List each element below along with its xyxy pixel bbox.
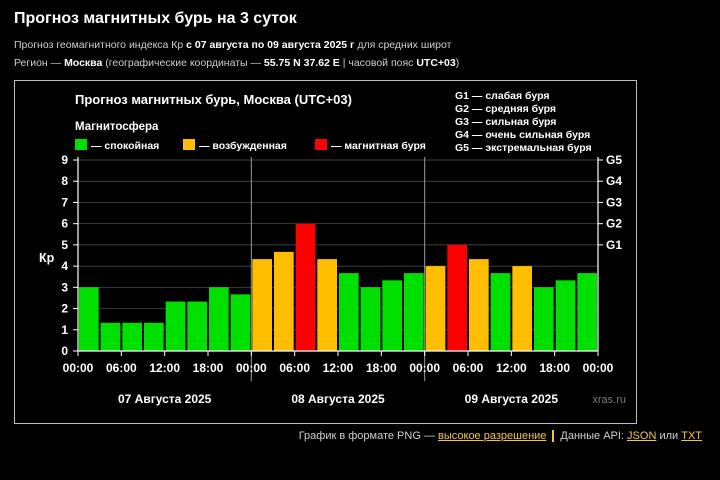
kp-bar — [274, 251, 294, 351]
region-timezone: UTC+03 — [416, 57, 456, 69]
storm-scale-item-4: G5 — экстремальная буря — [455, 142, 592, 154]
kp-bar — [534, 287, 554, 351]
kp-bar — [339, 273, 359, 351]
g-tick-label: G1 — [606, 238, 622, 252]
y-tick-label: 0 — [61, 344, 68, 358]
txt-link[interactable]: TXT — [681, 430, 702, 442]
kp-bar — [382, 280, 402, 351]
storm-scale-item-2: G3 — сильная буря — [455, 116, 556, 128]
x-tick-label: 18:00 — [539, 361, 570, 375]
kp-bar — [144, 322, 164, 351]
y-tick-label: 5 — [61, 238, 68, 252]
y-tick-label: 9 — [61, 153, 68, 167]
kp-bar — [122, 322, 142, 351]
y-tick-label: 4 — [61, 259, 68, 273]
kp-bar — [469, 259, 489, 351]
g-tick-label: G2 — [606, 217, 622, 231]
kp-bar — [100, 322, 121, 351]
y-tick-label: 7 — [61, 195, 68, 209]
x-tick-label: 06:00 — [279, 361, 310, 375]
chart-panel: Прогноз магнитных бурь, Москва (UTC+03) М… — [14, 80, 637, 424]
forecast-description: Прогноз геомагнитного индекса Кр с 07 ав… — [14, 39, 451, 51]
x-tick-label: 00:00 — [236, 361, 267, 375]
region-info: Регион — Москва (географические координа… — [14, 57, 459, 69]
kp-bar — [165, 301, 186, 351]
day-label: 07 Августа 2025 — [118, 392, 212, 406]
kp-bar — [577, 273, 597, 351]
region-name: Москва — [64, 57, 103, 69]
y-tick-label: 6 — [61, 217, 68, 231]
y-tick-label: 1 — [61, 323, 68, 337]
forecast-description-prefix: Прогноз геомагнитного индекса Кр — [14, 39, 187, 51]
g-tick-label: G5 — [606, 153, 622, 167]
legend-swatch-0 — [75, 139, 87, 150]
kp-forecast-chart: Прогноз магнитных бурь, Москва (UTC+03) М… — [39, 90, 626, 406]
high-res-link[interactable]: высокое разрешение — [438, 430, 547, 442]
kp-bar — [360, 287, 381, 351]
y-tick-label: 3 — [61, 280, 68, 294]
region-prefix: Регион — — [14, 57, 65, 69]
kp-bar — [317, 259, 337, 351]
g-tick-label: G3 — [606, 195, 622, 209]
legend-title: Магнитосфера — [75, 121, 159, 133]
kp-bar — [425, 266, 446, 351]
storm-scale-item-0: G1 — слабая буря — [455, 90, 550, 102]
kp-bar — [209, 287, 229, 351]
chart-title: Прогноз магнитных бурь, Москва (UTC+03) — [75, 92, 352, 107]
kp-bar — [295, 223, 316, 351]
x-tick-label: 12:00 — [149, 361, 180, 375]
api-text: Данные API: — [560, 430, 628, 442]
kp-bar — [447, 244, 467, 351]
kp-bar — [187, 301, 207, 351]
storm-scale-item-1: G2 — средняя буря — [455, 103, 556, 115]
forecast-period: с 07 августа по 09 августа 2025 г — [186, 39, 355, 51]
legend-label-2: — магнитная буря — [331, 140, 426, 152]
footer: График в формате PNG — высокое разрешени… — [298, 430, 702, 443]
page-title: Прогноз магнитных бурь на 3 суток — [14, 10, 297, 27]
kp-bar — [512, 266, 532, 351]
legend-swatch-1 — [183, 139, 195, 150]
forecast-description-suffix: для средних широт — [354, 39, 452, 51]
x-tick-label: 00:00 — [63, 361, 94, 375]
legend-label-0: — спокойная — [91, 140, 159, 152]
kp-bar — [404, 273, 424, 351]
kp-bar — [79, 287, 99, 351]
watermark: xras.ru — [592, 394, 626, 406]
day-label: 09 Августа 2025 — [465, 392, 559, 406]
x-tick-label: 18:00 — [366, 361, 397, 375]
x-tick-label: 00:00 — [583, 361, 614, 375]
kp-bar — [230, 294, 251, 351]
x-tick-label: 12:00 — [323, 361, 354, 375]
y-axis-label: Кр — [39, 251, 55, 265]
legend-swatch-2 — [315, 139, 327, 150]
x-tick-label: 00:00 — [409, 361, 440, 375]
x-tick-label: 06:00 — [106, 361, 137, 375]
kp-bar — [555, 280, 576, 351]
x-tick-label: 18:00 — [193, 361, 224, 375]
day-label: 08 Августа 2025 — [291, 392, 385, 406]
kp-bar — [252, 259, 272, 351]
y-tick-label: 2 — [61, 302, 68, 316]
y-tick-label: 8 — [61, 174, 68, 188]
legend-label-1: — возбужденная — [199, 140, 287, 152]
coords-prefix: (географические координаты — — [102, 57, 264, 69]
tz-prefix: | часовой пояс — [339, 57, 417, 69]
kp-bar — [490, 273, 511, 351]
json-link[interactable]: JSON — [627, 430, 657, 442]
storm-scale-item-3: G4 — очень сильная буря — [455, 129, 590, 141]
region-coords: 55.75 N 37.62 E — [263, 57, 340, 69]
or-text: или — [656, 430, 682, 442]
footer-divider — [552, 430, 555, 443]
png-text: График в формате PNG — — [298, 430, 439, 442]
x-tick-label: 12:00 — [496, 361, 527, 375]
region-suffix: ) — [455, 57, 460, 69]
g-tick-label: G4 — [606, 174, 622, 188]
x-tick-label: 06:00 — [453, 361, 484, 375]
